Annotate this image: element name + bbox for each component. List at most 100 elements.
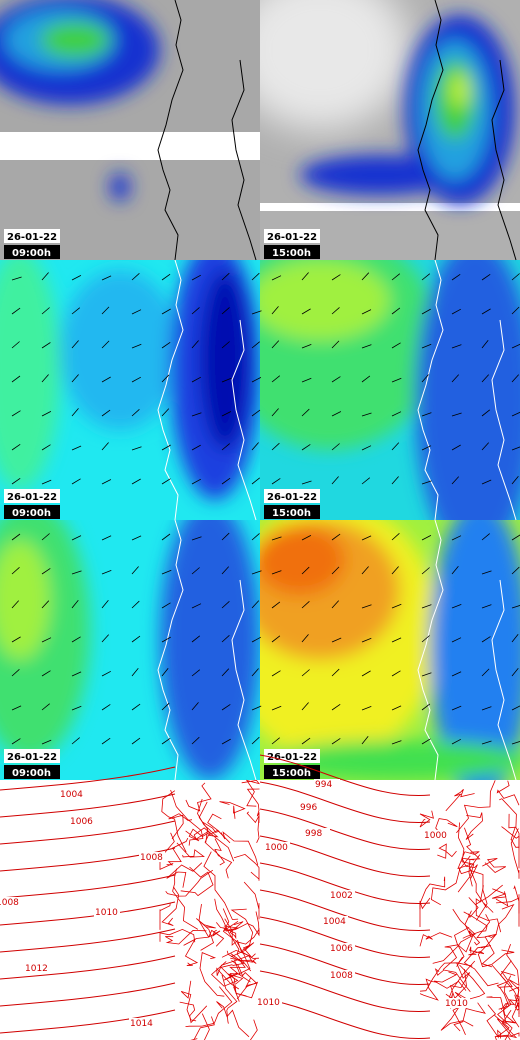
wind-arrow	[161, 667, 169, 677]
isobar-label-bg	[329, 943, 355, 953]
wind-arrow	[191, 340, 199, 349]
wind-arrow	[251, 533, 260, 541]
wind-arrow	[421, 738, 431, 745]
isobar-line	[491, 949, 515, 989]
wind-arrow	[421, 308, 431, 315]
isobar-label-bg	[304, 828, 330, 838]
wind-arrow	[191, 635, 201, 643]
wind-arrow	[101, 670, 111, 677]
wind-arrow	[361, 375, 371, 383]
wind-arrow	[191, 307, 200, 315]
panel-overlay: 26-01-22 15:00h	[264, 519, 520, 781]
isobar-line	[468, 946, 485, 956]
wind-arrow	[481, 273, 491, 281]
wind-arrow	[481, 533, 490, 541]
precip-panel	[0, 0, 260, 260]
wind-arrow	[391, 670, 401, 677]
wind-arrow	[131, 309, 142, 315]
wind-arrow	[451, 444, 461, 451]
isobar-line	[221, 974, 238, 1024]
wind-arrow	[71, 408, 79, 417]
panel-overlay	[0, 766, 261, 1040]
isobar-line	[0, 1009, 176, 1034]
isobar-line	[230, 908, 254, 958]
wind-arrow	[71, 705, 82, 711]
wind-arrow	[331, 411, 342, 417]
wind-arrow	[331, 533, 341, 541]
isobar-line	[241, 779, 261, 807]
isobar-label-bg	[24, 963, 50, 973]
wind-arrow	[161, 569, 172, 575]
isobar-line	[496, 780, 520, 806]
isobar-line	[214, 838, 233, 879]
wind-arrow	[131, 376, 141, 383]
isobar-line	[246, 788, 260, 823]
wind-arrow	[101, 275, 112, 281]
isobar-line	[434, 968, 471, 992]
coastline	[157, 0, 184, 261]
wind-arrow	[301, 566, 310, 575]
isobar-line	[0, 901, 176, 926]
wind-panel	[260, 520, 520, 780]
isobar-label: 1008	[140, 853, 163, 863]
wind-arrow	[251, 442, 259, 451]
isobar-line	[223, 959, 251, 983]
time-label: 09:00h	[12, 508, 51, 519]
wind-arrow	[511, 668, 519, 677]
wind-arrow	[421, 445, 432, 451]
isobar-label: 1004	[323, 917, 346, 927]
wind-arrow	[221, 272, 230, 281]
isobar-label: 1014	[130, 1019, 153, 1029]
wind-arrow	[481, 409, 491, 417]
isobar-label: 1008	[0, 898, 19, 908]
wind-arrow	[391, 342, 401, 349]
wind-arrow	[41, 703, 50, 711]
isobar-line	[238, 911, 260, 945]
wind-arrow	[191, 444, 201, 451]
wind-arrow	[271, 306, 279, 315]
date-box	[4, 749, 60, 763]
wind-arrow	[11, 410, 21, 417]
wind-arrow	[251, 272, 260, 281]
wind-arrow	[41, 444, 51, 451]
wind-arrow	[331, 274, 341, 281]
wind-arrow	[41, 374, 49, 383]
isobar-label-bg	[0, 897, 21, 907]
isobar-line	[168, 813, 193, 840]
wind-arrow	[101, 737, 111, 745]
wind-arrow	[131, 737, 141, 745]
wind-arrow	[251, 668, 259, 677]
wind-arrow	[391, 603, 402, 609]
wind-arrow	[101, 704, 111, 711]
isobar-line	[220, 831, 259, 866]
wind-arrow	[221, 601, 230, 609]
isobar-line	[464, 827, 481, 887]
wind-arrow	[221, 738, 231, 745]
isobar-label: 1012	[25, 964, 48, 974]
isobar-line	[475, 885, 502, 933]
wind-arrow	[361, 344, 372, 349]
wind-arrow	[271, 570, 282, 575]
time-label: 15:00h	[272, 248, 311, 259]
date-box	[264, 749, 320, 763]
wind-arrow	[511, 566, 520, 575]
wind-arrow	[71, 275, 82, 281]
wind-arrow	[101, 570, 112, 575]
isobar-line	[201, 1013, 210, 1040]
isobar-line	[176, 842, 205, 858]
isobar-line	[259, 781, 431, 823]
wind-arrow	[131, 703, 141, 711]
wind-arrow	[301, 601, 310, 609]
wind-arrow	[251, 477, 261, 485]
wind-arrow	[361, 604, 372, 609]
wind-arrow	[131, 478, 141, 485]
isobar-line	[166, 837, 189, 866]
coastline	[417, 0, 444, 261]
isobar-label: 1010	[445, 999, 468, 1009]
wind-arrow	[221, 341, 230, 349]
isobar-label-bg	[299, 802, 325, 812]
wind-arrow	[301, 535, 312, 541]
isobar-line	[259, 943, 431, 985]
wind-arrow	[131, 600, 140, 609]
wind-arrow	[41, 411, 52, 417]
